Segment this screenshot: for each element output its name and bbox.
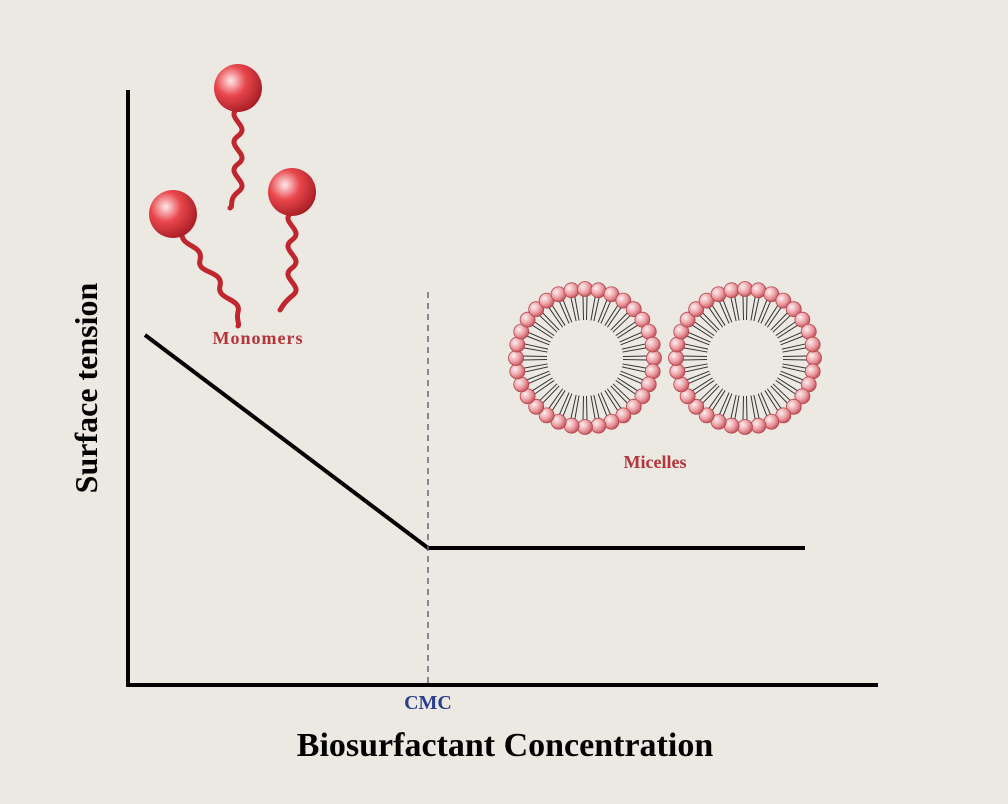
micelle-head bbox=[669, 351, 684, 366]
micelle-head bbox=[578, 420, 593, 435]
micelle-head bbox=[738, 282, 753, 297]
monomer-head bbox=[268, 168, 316, 216]
x-axis-label: Biosurfactant Concentration bbox=[297, 727, 714, 764]
micelle-head bbox=[805, 337, 820, 352]
micelle-head bbox=[645, 337, 660, 352]
micelle-tail bbox=[587, 296, 588, 320]
micelle-tail bbox=[783, 360, 807, 361]
micelle-tail bbox=[747, 396, 748, 420]
diagram: Monomers Micelles CMC Biosurfactant Conc… bbox=[0, 0, 1008, 804]
micelle-tail bbox=[743, 296, 744, 320]
micelle-tail bbox=[523, 360, 547, 361]
micelle-head bbox=[751, 418, 766, 433]
micelle-head bbox=[670, 364, 685, 379]
micelle-tail bbox=[583, 396, 584, 420]
micelle-tail bbox=[583, 296, 584, 320]
micelle-head bbox=[724, 283, 739, 298]
micelle-tail bbox=[683, 360, 707, 361]
micelle-head bbox=[578, 282, 593, 297]
micelle-tail bbox=[747, 296, 748, 320]
micelle-head bbox=[807, 351, 822, 366]
micelle-head bbox=[738, 420, 753, 435]
cmc-label: CMC bbox=[404, 692, 452, 714]
micelles-label: Micelles bbox=[624, 452, 687, 472]
micelle-tail bbox=[587, 396, 588, 420]
monomer-head bbox=[149, 190, 197, 238]
micelle-head bbox=[509, 351, 524, 366]
micelle-head bbox=[510, 364, 525, 379]
micelle-tail bbox=[623, 356, 647, 357]
micelle-tail bbox=[683, 356, 707, 357]
y-axis-label: Surface tension bbox=[68, 282, 104, 493]
micelle-tail bbox=[743, 396, 744, 420]
micelle-tail bbox=[623, 360, 647, 361]
micelle-head bbox=[647, 351, 662, 366]
micelle-tail bbox=[523, 356, 547, 357]
micelle-head bbox=[591, 418, 606, 433]
monomers-label: Monomers bbox=[213, 328, 304, 348]
micelle-tail bbox=[783, 356, 807, 357]
micelle-head bbox=[564, 283, 579, 298]
monomer-head bbox=[214, 64, 262, 112]
